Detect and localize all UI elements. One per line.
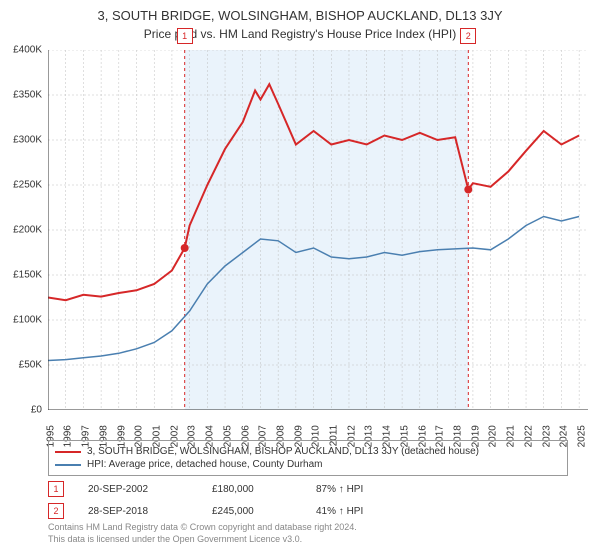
marker-date: 28-SEP-2018 [88, 506, 188, 517]
y-tick-label: £200K [13, 225, 42, 236]
y-tick-label: £100K [13, 315, 42, 326]
marker-pct: 41% ↑ HPI [316, 506, 396, 517]
legend-row: 3, SOUTH BRIDGE, WOLSINGHAM, BISHOP AUCK… [55, 445, 561, 458]
marker-row: 1 20-SEP-2002 £180,000 87% ↑ HPI [48, 478, 396, 500]
legend-label: 3, SOUTH BRIDGE, WOLSINGHAM, BISHOP AUCK… [87, 446, 479, 457]
chart-title: 3, SOUTH BRIDGE, WOLSINGHAM, BISHOP AUCK… [0, 0, 600, 23]
marker-row: 2 28-SEP-2018 £245,000 41% ↑ HPI [48, 500, 396, 522]
chart-subtitle: Price paid vs. HM Land Registry's House … [0, 23, 600, 41]
y-tick-label: £250K [13, 180, 42, 191]
y-tick-label: £400K [13, 45, 42, 56]
marker-number-box: 1 [48, 481, 64, 497]
y-tick-label: £150K [13, 270, 42, 281]
marker-table: 1 20-SEP-2002 £180,000 87% ↑ HPI 2 28-SE… [48, 478, 396, 522]
marker-price: £180,000 [212, 484, 292, 495]
marker-pct: 87% ↑ HPI [316, 484, 396, 495]
marker-number-box: 2 [48, 503, 64, 519]
marker-price: £245,000 [212, 506, 292, 517]
marker-date: 20-SEP-2002 [88, 484, 188, 495]
footer-line-1: Contains HM Land Registry data © Crown c… [48, 522, 357, 534]
legend-swatch [55, 451, 81, 453]
x-tick-label: 2025 [576, 425, 587, 447]
plot-area: £0£50K£100K£150K£200K£250K£300K£350K£400… [48, 50, 588, 410]
y-tick-label: £350K [13, 90, 42, 101]
chart-container: 3, SOUTH BRIDGE, WOLSINGHAM, BISHOP AUCK… [0, 0, 600, 560]
y-tick-label: £50K [19, 360, 42, 371]
chart-svg [48, 50, 588, 410]
y-tick-label: £0 [31, 405, 42, 416]
legend: 3, SOUTH BRIDGE, WOLSINGHAM, BISHOP AUCK… [48, 440, 568, 476]
marker-annotation: 1 [177, 28, 193, 44]
marker-annotation: 2 [460, 28, 476, 44]
footer: Contains HM Land Registry data © Crown c… [48, 522, 357, 545]
legend-row: HPI: Average price, detached house, Coun… [55, 458, 561, 471]
footer-line-2: This data is licensed under the Open Gov… [48, 534, 357, 546]
legend-label: HPI: Average price, detached house, Coun… [87, 459, 323, 470]
y-tick-label: £300K [13, 135, 42, 146]
legend-swatch [55, 464, 81, 466]
